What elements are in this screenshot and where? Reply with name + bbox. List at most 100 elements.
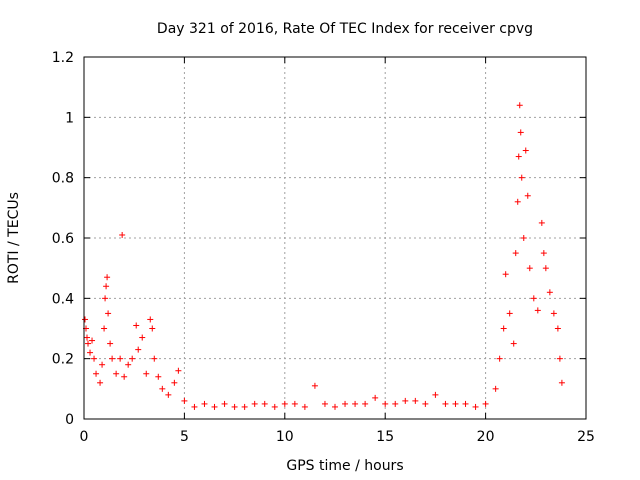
data-point <box>332 403 338 410</box>
data-point <box>492 385 499 392</box>
data-point <box>97 379 104 386</box>
data-point <box>550 310 557 317</box>
x-tick-label: 25 <box>577 429 595 445</box>
data-point <box>482 400 489 407</box>
data-point <box>502 271 509 278</box>
data-point <box>82 316 89 323</box>
data-point <box>301 403 308 410</box>
data-point <box>500 325 507 332</box>
data-point <box>91 355 98 362</box>
data-point <box>139 334 146 341</box>
data-point <box>175 367 182 374</box>
data-point <box>506 310 513 317</box>
x-tick-label: 20 <box>477 429 495 445</box>
y-tick-label: 0.6 <box>52 231 74 247</box>
data-point <box>105 310 112 317</box>
data-point <box>538 219 545 226</box>
y-axis-ticks: 0 0.2 0.4 0.6 0.8 1 1.2 <box>52 50 586 428</box>
data-point <box>87 349 94 356</box>
chart-title: Day 321 of 2016, Rate Of TEC Index for r… <box>157 21 533 37</box>
data-point <box>149 325 156 332</box>
data-point <box>181 397 188 404</box>
data-point <box>542 265 549 272</box>
data-point <box>159 385 166 392</box>
data-point <box>514 198 521 205</box>
data-point <box>107 340 114 347</box>
data-point <box>165 391 172 398</box>
data-point <box>321 400 328 407</box>
data-point <box>113 370 120 377</box>
data-point <box>271 403 278 410</box>
data-point <box>84 334 91 341</box>
data-point <box>117 355 124 362</box>
data-point <box>85 340 92 347</box>
data-point <box>241 403 248 410</box>
data-point <box>382 400 389 407</box>
data-point <box>556 355 563 362</box>
y-axis-label: ROTI / TECUs <box>6 192 22 284</box>
x-tick-label: 10 <box>276 429 294 445</box>
data-point <box>522 147 529 154</box>
data-point <box>261 400 268 407</box>
data-point <box>211 403 218 410</box>
data-point <box>143 370 150 377</box>
data-point <box>93 370 100 377</box>
data-point <box>526 265 533 272</box>
data-point <box>496 355 503 362</box>
data-point <box>524 192 531 199</box>
data-point <box>372 394 379 401</box>
data-point <box>104 274 111 281</box>
y-tick-label: 0 <box>65 412 74 428</box>
data-point <box>191 403 198 410</box>
data-point <box>540 250 547 257</box>
y-tick-label: 0.4 <box>52 291 74 307</box>
data-point <box>101 325 108 332</box>
data-point <box>352 400 359 407</box>
data-point <box>452 400 459 407</box>
data-point <box>133 322 140 329</box>
data-point <box>121 373 128 380</box>
data-point <box>520 235 527 241</box>
data-point <box>554 325 561 332</box>
data-point <box>311 382 318 389</box>
data-point <box>558 379 565 386</box>
data-point <box>103 283 110 290</box>
data-point <box>412 397 419 404</box>
grid-lines <box>84 57 586 419</box>
data-point <box>221 400 228 407</box>
data-point <box>510 340 517 347</box>
data-point <box>342 400 349 407</box>
data-point <box>281 400 288 407</box>
data-point <box>135 346 142 353</box>
data-point <box>432 391 439 398</box>
data-points <box>82 102 565 410</box>
data-point <box>119 231 126 238</box>
data-point <box>534 307 541 314</box>
data-point <box>151 355 158 362</box>
data-point <box>422 400 429 407</box>
x-axis-label: GPS time / hours <box>286 458 403 474</box>
data-point <box>362 400 369 407</box>
data-point <box>125 361 132 368</box>
data-point <box>515 153 522 160</box>
x-tick-label: 5 <box>180 429 189 445</box>
x-tick-label: 0 <box>80 429 89 445</box>
data-point <box>462 400 469 407</box>
data-point <box>517 129 524 136</box>
data-point <box>99 361 106 368</box>
data-point <box>402 397 409 404</box>
data-point <box>546 289 553 296</box>
data-point <box>512 250 519 257</box>
data-point <box>442 400 449 407</box>
data-point <box>147 316 154 323</box>
data-point <box>102 295 109 302</box>
data-point <box>129 355 136 362</box>
data-point <box>231 403 238 410</box>
data-point <box>89 337 96 344</box>
y-tick-label: 1.2 <box>52 50 74 66</box>
x-tick-label: 15 <box>376 429 394 445</box>
data-point <box>109 355 116 362</box>
y-tick-label: 0.2 <box>52 352 74 368</box>
data-point <box>516 102 523 109</box>
